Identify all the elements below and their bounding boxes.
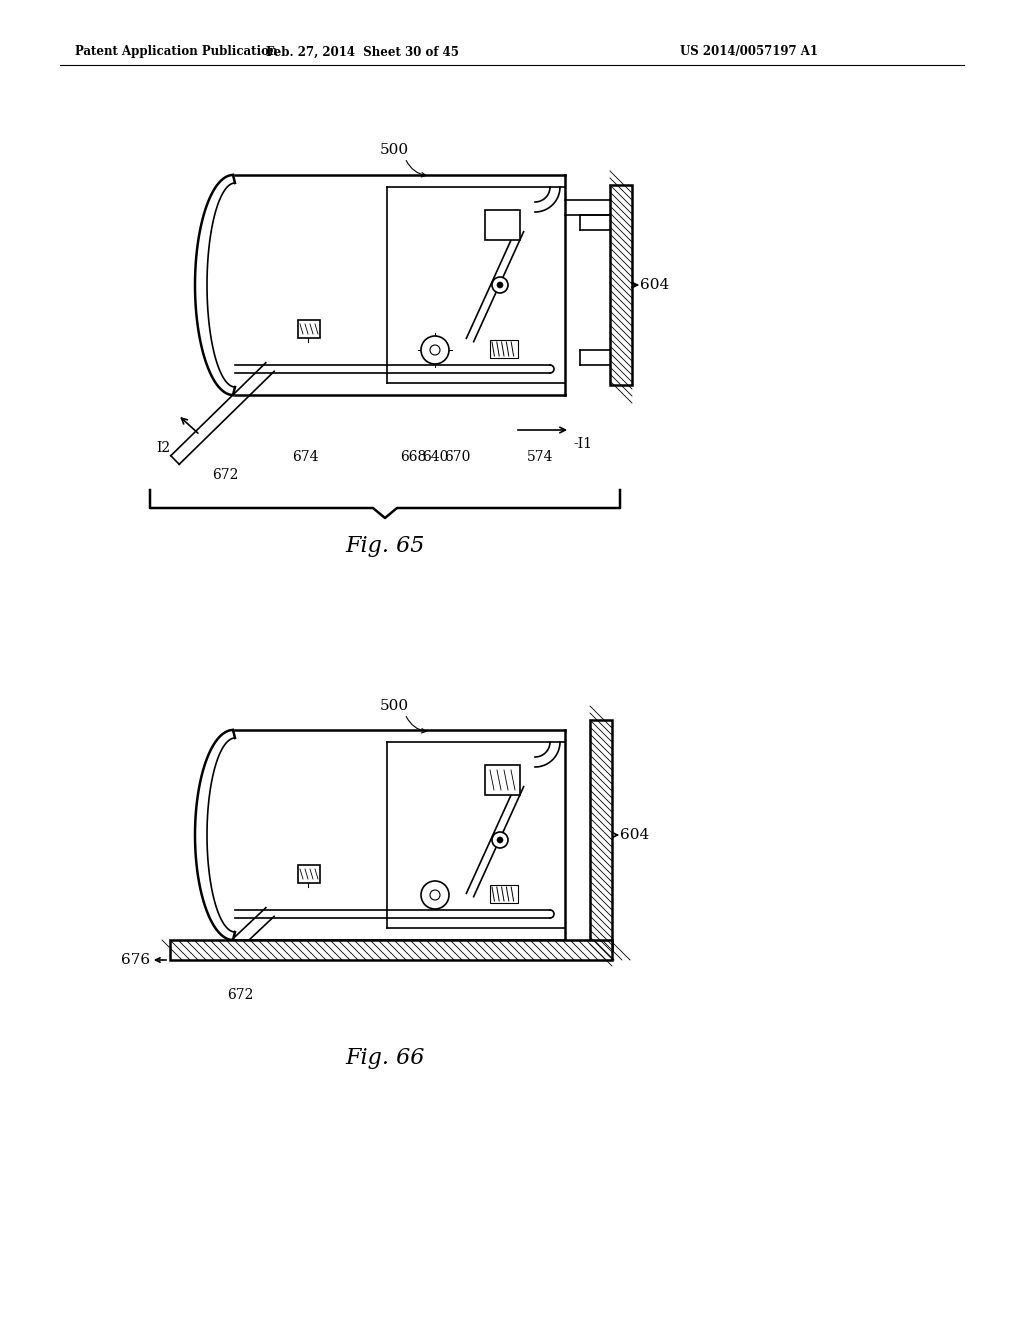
Text: Fig. 66: Fig. 66 (345, 1047, 425, 1069)
Circle shape (497, 837, 503, 843)
Text: 640: 640 (422, 450, 449, 465)
Text: -I1: -I1 (573, 437, 592, 451)
Text: 672: 672 (212, 469, 239, 482)
Text: 604: 604 (620, 828, 649, 842)
Circle shape (492, 277, 508, 293)
Bar (485, 210, 520, 240)
Circle shape (430, 345, 440, 355)
Text: Feb. 27, 2014  Sheet 30 of 45: Feb. 27, 2014 Sheet 30 of 45 (265, 45, 459, 58)
Text: 672: 672 (226, 987, 253, 1002)
Text: I2: I2 (156, 441, 170, 455)
Text: 668: 668 (400, 450, 426, 465)
Text: 500: 500 (380, 700, 410, 713)
Circle shape (430, 890, 440, 900)
Text: 574: 574 (526, 450, 553, 465)
Text: 670: 670 (443, 450, 470, 465)
Bar (490, 884, 518, 903)
Text: 676: 676 (121, 953, 150, 968)
Bar (490, 341, 518, 358)
Bar (610, 185, 632, 385)
Bar (170, 940, 612, 960)
Bar (590, 719, 612, 950)
Text: Patent Application Publication: Patent Application Publication (75, 45, 278, 58)
Bar (485, 766, 520, 795)
Circle shape (497, 282, 503, 288)
Text: Fig. 65: Fig. 65 (345, 535, 425, 557)
Circle shape (421, 880, 449, 909)
Text: US 2014/0057197 A1: US 2014/0057197 A1 (680, 45, 818, 58)
Bar (298, 865, 319, 883)
Text: 604: 604 (640, 279, 670, 292)
Bar (298, 319, 319, 338)
Text: 500: 500 (380, 143, 410, 157)
Text: 674: 674 (292, 450, 318, 465)
Circle shape (492, 832, 508, 847)
Circle shape (421, 337, 449, 364)
